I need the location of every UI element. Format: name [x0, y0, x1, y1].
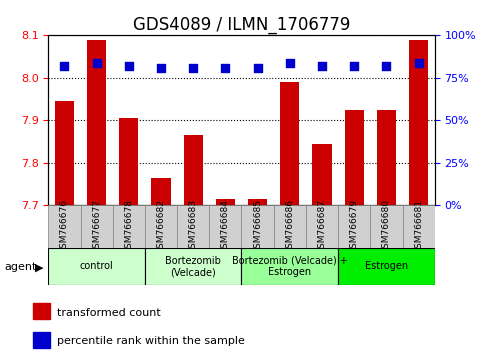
Point	[93, 60, 100, 65]
FancyBboxPatch shape	[48, 205, 81, 248]
Point	[157, 65, 165, 70]
Text: GSM766683: GSM766683	[189, 199, 198, 254]
Bar	[377, 110, 396, 205]
Bar	[409, 40, 428, 205]
Point	[383, 63, 390, 69]
Point	[189, 65, 197, 70]
FancyBboxPatch shape	[274, 205, 306, 248]
FancyBboxPatch shape	[81, 205, 113, 248]
Text: Bortezomib
(Velcade): Bortezomib (Velcade)	[165, 256, 221, 277]
Text: GSM766687: GSM766687	[317, 199, 327, 254]
Point	[125, 63, 133, 69]
Text: GSM766682: GSM766682	[156, 199, 166, 254]
FancyBboxPatch shape	[145, 248, 242, 285]
Bar	[151, 178, 170, 205]
Point	[254, 65, 261, 70]
Bar	[248, 199, 267, 205]
Text: control: control	[80, 261, 114, 272]
Text: GSM766685: GSM766685	[253, 199, 262, 254]
Title: GDS4089 / ILMN_1706779: GDS4089 / ILMN_1706779	[133, 16, 350, 34]
Point	[350, 63, 358, 69]
FancyBboxPatch shape	[338, 205, 370, 248]
FancyBboxPatch shape	[242, 205, 274, 248]
Bar	[55, 101, 74, 205]
Text: ▶: ▶	[35, 262, 43, 272]
FancyBboxPatch shape	[113, 205, 145, 248]
Text: GSM766677: GSM766677	[92, 199, 101, 254]
Text: GSM766679: GSM766679	[350, 199, 359, 254]
Bar	[184, 135, 203, 205]
FancyBboxPatch shape	[402, 205, 435, 248]
FancyBboxPatch shape	[177, 205, 209, 248]
Bar	[280, 82, 299, 205]
Text: percentile rank within the sample: percentile rank within the sample	[57, 336, 244, 346]
Text: transformed count: transformed count	[57, 308, 160, 318]
FancyBboxPatch shape	[145, 205, 177, 248]
FancyBboxPatch shape	[370, 205, 402, 248]
FancyBboxPatch shape	[338, 248, 435, 285]
Bar	[216, 199, 235, 205]
Text: GSM766686: GSM766686	[285, 199, 294, 254]
Bar	[33, 303, 50, 319]
Text: GSM766681: GSM766681	[414, 199, 423, 254]
Bar	[313, 144, 332, 205]
Text: agent: agent	[5, 262, 37, 272]
Text: Bortezomib (Velcade) +
Estrogen: Bortezomib (Velcade) + Estrogen	[232, 256, 348, 277]
Text: GSM766678: GSM766678	[124, 199, 133, 254]
FancyBboxPatch shape	[242, 248, 338, 285]
FancyBboxPatch shape	[48, 248, 145, 285]
Text: GSM766676: GSM766676	[60, 199, 69, 254]
Point	[222, 65, 229, 70]
Point	[286, 60, 294, 65]
FancyBboxPatch shape	[306, 205, 338, 248]
Text: GSM766684: GSM766684	[221, 199, 230, 254]
Text: Estrogen: Estrogen	[365, 261, 408, 272]
Point	[318, 63, 326, 69]
Bar	[33, 332, 50, 348]
Text: GSM766680: GSM766680	[382, 199, 391, 254]
Bar	[344, 110, 364, 205]
FancyBboxPatch shape	[209, 205, 242, 248]
Bar	[119, 118, 139, 205]
Point	[415, 60, 423, 65]
Bar	[87, 40, 106, 205]
Point	[60, 63, 68, 69]
